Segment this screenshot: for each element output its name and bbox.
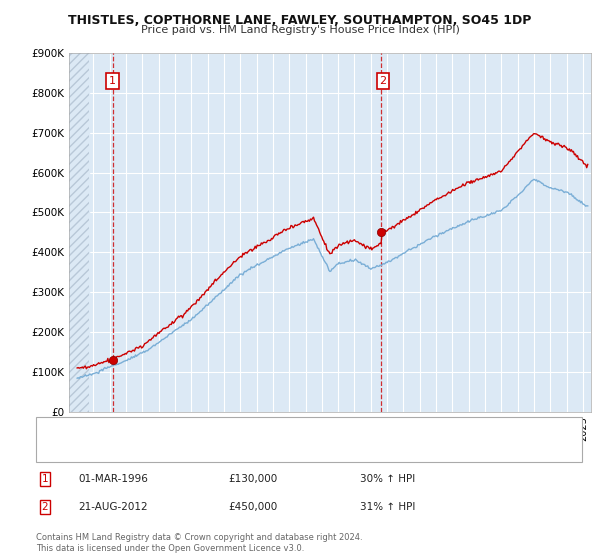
Text: THISTLES, COPTHORNE LANE, FAWLEY, SOUTHAMPTON, SO45 1DP: THISTLES, COPTHORNE LANE, FAWLEY, SOUTHA… xyxy=(68,14,532,27)
Text: 21-AUG-2012: 21-AUG-2012 xyxy=(78,502,148,512)
Text: 1: 1 xyxy=(41,474,49,484)
Text: Price paid vs. HM Land Registry's House Price Index (HPI): Price paid vs. HM Land Registry's House … xyxy=(140,25,460,35)
Text: 30% ↑ HPI: 30% ↑ HPI xyxy=(360,474,415,484)
Text: 2: 2 xyxy=(41,502,49,512)
Text: £130,000: £130,000 xyxy=(228,474,277,484)
Text: 2: 2 xyxy=(379,76,386,86)
Bar xyxy=(69,53,89,412)
Text: Contains HM Land Registry data © Crown copyright and database right 2024.
This d: Contains HM Land Registry data © Crown c… xyxy=(36,533,362,553)
Text: 1: 1 xyxy=(109,76,116,86)
Text: 31% ↑ HPI: 31% ↑ HPI xyxy=(360,502,415,512)
Text: 01-MAR-1996: 01-MAR-1996 xyxy=(78,474,148,484)
Text: £450,000: £450,000 xyxy=(228,502,277,512)
Text: THISTLES, COPTHORNE LANE, FAWLEY, SOUTHAMPTON, SO45 1DP (detached house): THISTLES, COPTHORNE LANE, FAWLEY, SOUTHA… xyxy=(85,426,499,436)
Bar xyxy=(69,53,89,412)
Text: HPI: Average price, detached house, New Forest: HPI: Average price, detached house, New … xyxy=(85,444,320,454)
